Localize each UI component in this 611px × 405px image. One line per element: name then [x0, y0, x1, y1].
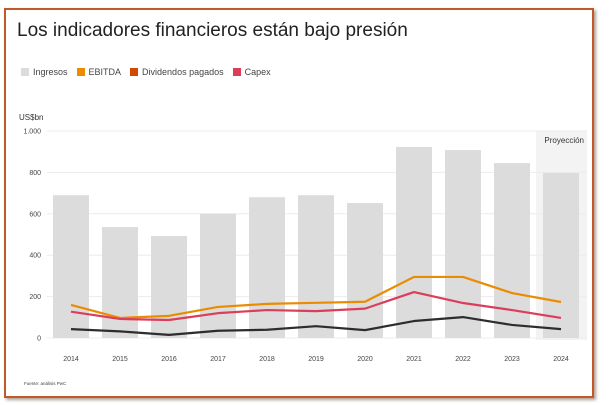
legend-item-dividendos: Dividendos pagados — [130, 67, 224, 77]
legend-item-capex: Capex — [232, 67, 271, 77]
legend-swatch-ebitda — [76, 68, 85, 76]
bar-2024 — [543, 173, 579, 338]
legend-label-capex: Capex — [244, 67, 271, 77]
y-tick-label: 1.000 — [23, 129, 41, 136]
legend-label-dividendos: Dividendos pagados — [142, 67, 224, 77]
line-dividendos-pagados — [70, 315, 562, 336]
legend-label-ingresos: Ingresos — [33, 67, 68, 77]
legend-label-ebitda: EBITDA — [88, 67, 122, 77]
x-tick-label: 2014 — [63, 356, 79, 363]
bar-2014 — [53, 195, 89, 338]
bar-2019 — [298, 195, 334, 338]
line-ebitda — [70, 275, 562, 320]
x-tick-label: 2017 — [210, 356, 226, 363]
bar-2015 — [102, 227, 138, 338]
bar-2022 — [445, 150, 481, 338]
legend-swatch-ingresos — [21, 68, 29, 76]
x-tick-label: 2021 — [406, 356, 422, 363]
y-tick-label: 0 — [37, 336, 41, 343]
source-note: Fuente: análisis PwC — [24, 381, 67, 386]
projection-label: Proyección — [544, 136, 584, 145]
y-axis-label: US$bn — [19, 113, 43, 122]
x-tick-label: 2020 — [357, 356, 373, 363]
bar-2020 — [347, 203, 383, 338]
bar-2021 — [396, 146, 432, 338]
x-tick-label: 2023 — [504, 356, 520, 363]
legend-swatch-dividendos — [130, 68, 139, 76]
x-tick-label: 2019 — [308, 356, 324, 363]
x-tick-label: 2018 — [259, 356, 275, 363]
x-tick-label: 2016 — [161, 356, 177, 363]
y-tick-label: 400 — [29, 253, 41, 260]
bar-2017 — [200, 213, 236, 338]
legend-item-ebitda: EBITDA — [76, 67, 122, 77]
y-tick-label: 200 — [29, 294, 41, 301]
x-tick-label: 2024 — [553, 356, 569, 363]
bar-2018 — [249, 197, 285, 338]
y-tick-label: 800 — [29, 170, 41, 177]
x-tick-label: 2015 — [112, 356, 128, 363]
x-tick-label: 2022 — [455, 356, 471, 363]
legend-item-ingresos: Ingresos — [21, 67, 68, 77]
legend-swatch-capex — [232, 68, 241, 76]
y-tick-label: 600 — [29, 211, 41, 218]
chart-title: Los indicadores financieros están bajo p… — [17, 20, 408, 41]
legend: Ingresos EBITDA Dividendos pagados Capex — [21, 67, 280, 77]
line-capex — [70, 290, 562, 322]
bar-2016 — [151, 235, 187, 338]
